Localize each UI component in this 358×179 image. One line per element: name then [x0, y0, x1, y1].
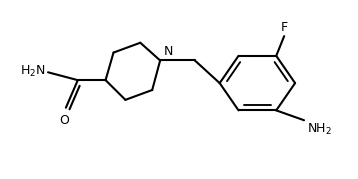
Text: NH$_2$: NH$_2$ [307, 122, 332, 137]
Text: F: F [281, 21, 288, 34]
Text: O: O [59, 114, 69, 127]
Text: H$_2$N: H$_2$N [20, 64, 46, 79]
Text: N: N [164, 45, 174, 59]
